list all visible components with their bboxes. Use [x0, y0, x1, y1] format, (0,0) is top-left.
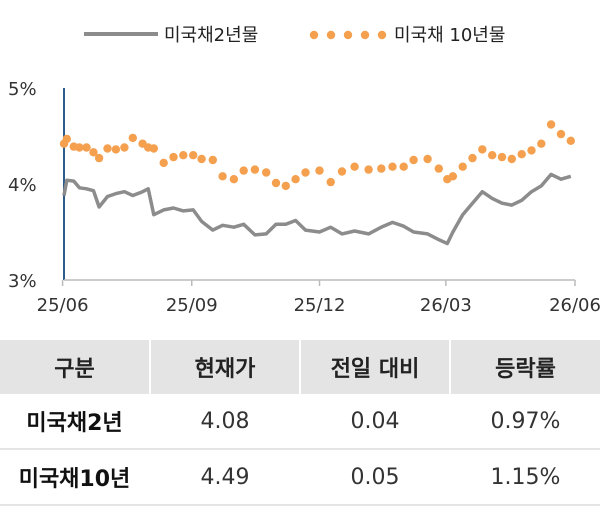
series-point-10y: [517, 150, 526, 159]
series-point-10y: [250, 165, 260, 174]
chart-svg: 미국채2년물 미국채 10년물 3% 4% 5% 25/06 25/09 25/12 26/…: [8, 25, 600, 316]
table-row: 미국채10년 4.49 0.05 1.15%: [0, 449, 600, 506]
series-point-10y: [556, 129, 566, 139]
legend-swatch-10y-dot: [309, 30, 319, 40]
series-point-10y: [458, 162, 467, 171]
series-point-10y: [409, 155, 418, 165]
y-axis: 3% 4% 5%: [8, 79, 65, 292]
row-change: 0.04: [300, 394, 451, 450]
row-change: 0.05: [300, 449, 451, 506]
series-point-10y: [149, 144, 158, 153]
series-point-10y: [448, 172, 458, 181]
y-tick-label: 4%: [8, 175, 37, 196]
header-category: 구분: [0, 340, 151, 394]
series-point-10y: [262, 168, 271, 177]
series-point-10y: [281, 181, 290, 191]
series-point-10y: [94, 153, 104, 163]
row-rate: 0.97%: [450, 394, 600, 450]
chart-legend: 미국채2년물 미국채 10년물: [84, 25, 505, 46]
legend-swatch-10y-dot: [360, 30, 370, 40]
series-point-10y: [75, 143, 84, 152]
legend-label-10y: 미국채 10년물: [394, 25, 505, 46]
series-point-10y: [197, 154, 206, 164]
series-point-10y: [229, 175, 239, 184]
series-point-10y: [179, 151, 188, 160]
series-point-10y: [350, 162, 359, 171]
series-point-10y: [271, 178, 281, 188]
quote-table: 구분 현재가 전일 대비 등락률 미국채2년 4.08 0.04 0.97% 미…: [0, 340, 600, 506]
series-point-10y: [103, 144, 112, 153]
legend-swatch-10y-dot: [343, 30, 353, 40]
series-point-10y: [89, 148, 98, 157]
series-point-10y: [169, 152, 178, 162]
x-tick-label: 25/06: [37, 295, 89, 316]
legend-swatch-10y-dot: [326, 30, 336, 40]
series-point-10y: [159, 158, 168, 168]
series-point-10y: [434, 164, 443, 173]
row-name: 미국채2년: [0, 394, 151, 450]
series-layer: [59, 120, 575, 246]
x-tick-label: 26/03: [420, 295, 472, 316]
header-change: 전일 대비: [300, 340, 451, 394]
row-rate: 1.15%: [450, 449, 600, 506]
row-name: 미국채10년: [0, 449, 151, 506]
series-point-10y: [337, 167, 347, 176]
series-point-10y: [566, 136, 575, 145]
series-point-10y: [82, 143, 91, 152]
series-point-10y: [120, 143, 129, 152]
series-point-10y: [497, 152, 507, 162]
x-tick-label: 25/09: [166, 295, 218, 316]
series-point-10y: [537, 139, 546, 148]
series-point-10y: [388, 162, 397, 171]
series-point-10y: [468, 153, 477, 163]
series-point-10y: [488, 151, 497, 160]
series-point-10y: [326, 177, 335, 187]
y-tick-label: 5%: [8, 79, 37, 100]
series-point-10y: [128, 133, 137, 143]
x-tick-label: 25/12: [294, 295, 346, 316]
header-price: 현재가: [150, 340, 301, 394]
header-rate: 등락률: [450, 340, 600, 394]
series-point-10y: [291, 175, 300, 184]
legend-swatch-10y-dot: [377, 30, 387, 40]
x-axis: 25/06 25/09 25/12 26/03 26/06: [37, 279, 600, 316]
series-point-10y: [111, 145, 121, 154]
series-line-2y: [62, 172, 572, 246]
table-row: 미국채2년 4.08 0.04 0.97%: [0, 394, 600, 450]
row-price: 4.08: [150, 394, 301, 450]
series-point-10y: [527, 146, 536, 155]
series-point-10y: [399, 162, 408, 171]
y-tick-label: 3%: [8, 271, 37, 292]
series-point-10y: [208, 155, 217, 165]
series-point-10y: [478, 145, 487, 154]
x-tick-label: 26/06: [549, 295, 600, 316]
series-point-10y: [189, 151, 198, 160]
series-point-10y: [218, 172, 227, 181]
yield-chart: 미국채2년물 미국채 10년물 3% 4% 5% 25/06 25/09 25/12 26/…: [8, 25, 600, 316]
series-point-10y: [507, 154, 516, 164]
row-price: 4.49: [150, 449, 301, 506]
series-point-10y: [315, 166, 324, 175]
series-point-10y: [239, 166, 248, 175]
legend-label-2y: 미국채2년물: [164, 25, 258, 46]
series-point-10y: [546, 120, 556, 129]
series-point-10y: [377, 164, 386, 173]
series-point-10y: [364, 165, 373, 174]
series-point-10y: [423, 154, 432, 164]
table-header-row: 구분 현재가 전일 대비 등락률: [0, 340, 600, 394]
series-point-10y: [301, 168, 310, 177]
series-point-10y: [62, 134, 71, 144]
